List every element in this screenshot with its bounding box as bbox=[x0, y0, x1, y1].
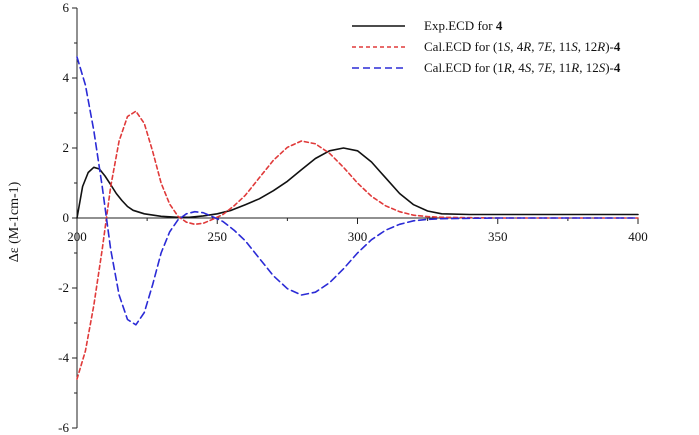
legend-label-part: , 4 bbox=[510, 39, 524, 54]
y-tick-label: 4 bbox=[63, 70, 70, 85]
x-tick-label: 400 bbox=[628, 229, 648, 244]
y-tick-label: 2 bbox=[63, 140, 70, 155]
legend-label-part: R bbox=[522, 39, 531, 54]
legend-label-part: E bbox=[543, 60, 552, 75]
x-tick-label: 200 bbox=[67, 229, 87, 244]
legend-label-part: )- bbox=[605, 39, 614, 54]
legend-label-part: 4 bbox=[614, 60, 621, 75]
x-tick-label: 350 bbox=[488, 229, 508, 244]
y-axis-label: Δε (M-1cm-1) bbox=[7, 181, 22, 262]
legend-label-2: Cal.ECD for (1S, 4R, 7E, 11S, 12R)-4 bbox=[424, 39, 621, 54]
y-tick-label: -6 bbox=[58, 420, 69, 435]
y-tick-label: 0 bbox=[63, 210, 70, 225]
series-line-2 bbox=[76, 110, 639, 380]
legend-label-part: , 4 bbox=[512, 60, 526, 75]
series-lines bbox=[76, 56, 639, 380]
legend-label-part: , 11 bbox=[552, 39, 571, 54]
y-tick-label: -4 bbox=[58, 350, 69, 365]
legend-label-part: R bbox=[596, 39, 605, 54]
legend-label-1: Exp.ECD for 4 bbox=[424, 18, 503, 33]
legend-label-part: S bbox=[525, 60, 532, 75]
legend-label-part: S bbox=[504, 39, 511, 54]
axes: -6 -4 -2 0 2 4 6 200 250 300 350 400 bbox=[58, 0, 648, 435]
legend-label-part: , 7 bbox=[531, 60, 545, 75]
legend-label-part: Exp.ECD for bbox=[424, 18, 496, 33]
series-line-3 bbox=[76, 56, 639, 326]
legend-label-part: R bbox=[570, 60, 579, 75]
y-tick-label: 6 bbox=[63, 0, 70, 15]
series-line-1 bbox=[76, 147, 639, 219]
y-tick-label: -2 bbox=[58, 280, 69, 295]
legend-label-part: S bbox=[599, 60, 606, 75]
legend-label-part: 4 bbox=[496, 18, 503, 33]
legend-label-part: E bbox=[543, 39, 552, 54]
legend-label-part: Cal.ECD for (1 bbox=[424, 39, 504, 54]
legend-label-part: 4 bbox=[614, 39, 621, 54]
legend-label-part: , 12 bbox=[578, 39, 598, 54]
x-tick-label: 300 bbox=[348, 229, 368, 244]
legend-label-part: Cal.ECD for (1 bbox=[424, 60, 504, 75]
legend-label-part: , 12 bbox=[579, 60, 599, 75]
legend-label-part: S bbox=[571, 39, 578, 54]
legend-label-part: , 7 bbox=[531, 39, 545, 54]
legend-label-part: )- bbox=[605, 60, 614, 75]
x-tick-label: 250 bbox=[208, 229, 228, 244]
legend-label-part: R bbox=[503, 60, 512, 75]
legend-label-3: Cal.ECD for (1R, 4S, 7E, 11R, 12S)-4 bbox=[424, 60, 621, 75]
legend-label-part: , 11 bbox=[552, 60, 571, 75]
